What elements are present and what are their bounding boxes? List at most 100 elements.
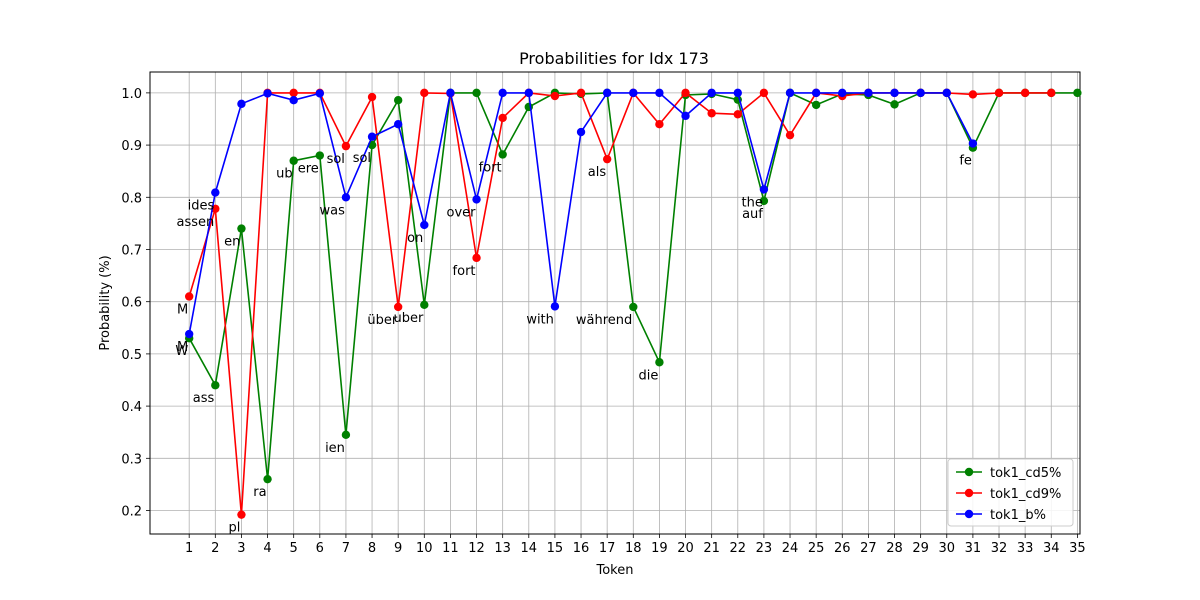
y-tick-label: 0.6	[121, 296, 142, 311]
annotation-label: M	[177, 340, 188, 355]
data-point	[237, 99, 246, 109]
x-tick-label: 1	[185, 541, 193, 556]
legend: tok1_cd5% tok1_cd9% tok1_b%	[947, 458, 1074, 527]
y-axis-title: Probability (%)	[98, 255, 113, 350]
data-point	[472, 195, 481, 204]
y-tick-label: 1.0	[121, 87, 142, 102]
data-point	[341, 141, 351, 151]
data-point	[498, 88, 507, 98]
data-point	[393, 95, 403, 105]
data-point	[759, 185, 769, 194]
data-point	[890, 100, 899, 109]
x-tick-label: 16	[573, 541, 590, 556]
data-point	[890, 88, 899, 98]
annotation-label: assen	[177, 215, 215, 230]
data-point	[289, 95, 298, 105]
x-tick-label: 12	[468, 541, 485, 556]
y-tick-label: 0.3	[121, 452, 142, 467]
x-tick-label: 2	[211, 541, 219, 556]
data-point	[237, 510, 246, 519]
legend-marker	[964, 488, 974, 498]
annotation-label: ra	[253, 485, 266, 500]
data-point	[263, 89, 272, 98]
data-point	[811, 88, 821, 98]
annotation-label: ides	[188, 199, 215, 214]
data-point	[524, 88, 533, 98]
data-point	[289, 156, 298, 165]
data-point	[759, 196, 769, 206]
y-tick-label: 0.8	[121, 191, 142, 206]
data-point	[733, 110, 742, 119]
axis-ticks: 1 2 3 4 5 6 7 8 9 10 11 12 13 14 15 16 17 18 19 20 21 22 23 24 2…	[121, 87, 1085, 556]
data-point	[1020, 88, 1030, 98]
data-point	[916, 88, 925, 98]
y-tick-label: 0.7	[121, 243, 142, 258]
legend-label: tok1_cd9%	[990, 487, 1061, 502]
x-tick-label: 13	[494, 541, 511, 556]
x-tick-label: 23	[756, 541, 773, 556]
data-point	[655, 88, 664, 98]
x-tick-label: 7	[342, 541, 350, 556]
data-point	[1047, 88, 1056, 98]
data-point	[184, 292, 194, 301]
series-group	[184, 88, 1082, 519]
series-2	[184, 88, 978, 339]
legend-marker	[964, 467, 974, 477]
y-tick-label: 0.5	[121, 348, 142, 363]
data-point	[629, 302, 638, 312]
x-tick-label: 6	[316, 541, 324, 556]
annotation-label: the	[742, 195, 763, 210]
data-point	[576, 127, 586, 137]
x-tick-label: 35	[1069, 541, 1086, 556]
annotation-label: sol	[327, 152, 345, 167]
data-point	[759, 88, 769, 98]
annotation-label: W	[175, 344, 188, 359]
data-point	[367, 132, 377, 141]
data-point	[211, 381, 220, 390]
data-point	[968, 139, 978, 148]
data-point	[602, 88, 612, 98]
annotation-label: während	[576, 313, 632, 328]
data-point	[237, 224, 246, 233]
data-point	[602, 154, 612, 164]
plot-frame	[149, 71, 1081, 535]
data-point	[184, 329, 194, 339]
legend-label: tok1_b%	[990, 508, 1046, 523]
data-point	[420, 220, 429, 230]
chart-title: Probabilities for Idx 173	[519, 49, 709, 68]
data-point	[994, 88, 1004, 98]
data-point	[707, 109, 716, 118]
data-point	[681, 88, 690, 98]
legend-marker	[964, 509, 974, 519]
data-point	[811, 100, 821, 110]
data-point	[498, 150, 507, 159]
data-point	[315, 151, 325, 160]
data-point	[942, 88, 951, 98]
annotation-label: auf	[742, 207, 763, 222]
data-point	[315, 89, 325, 98]
x-tick-label: 31	[965, 541, 982, 556]
data-point	[838, 88, 847, 98]
data-point	[785, 130, 795, 140]
data-point	[785, 88, 795, 98]
x-tick-label: 5	[290, 541, 298, 556]
annotation-label: fort	[479, 160, 502, 175]
annotation-label: en	[224, 235, 240, 250]
annotation-label: ub	[276, 167, 293, 182]
data-point	[707, 88, 716, 98]
data-point	[524, 102, 533, 112]
legend-box	[947, 458, 1074, 527]
x-tick-label: 29	[912, 541, 929, 556]
x-tick-label: 11	[442, 541, 459, 556]
data-point	[393, 302, 403, 312]
x-tick-label: 27	[860, 541, 877, 556]
annotation-label: over	[447, 205, 477, 220]
x-tick-label: 24	[782, 541, 799, 556]
x-tick-label: 28	[886, 541, 903, 556]
y-tick-label: 0.4	[121, 400, 142, 415]
annotation-label: als	[588, 165, 607, 180]
data-point	[472, 253, 481, 263]
x-tick-label: 33	[1017, 541, 1034, 556]
data-point	[655, 358, 664, 367]
